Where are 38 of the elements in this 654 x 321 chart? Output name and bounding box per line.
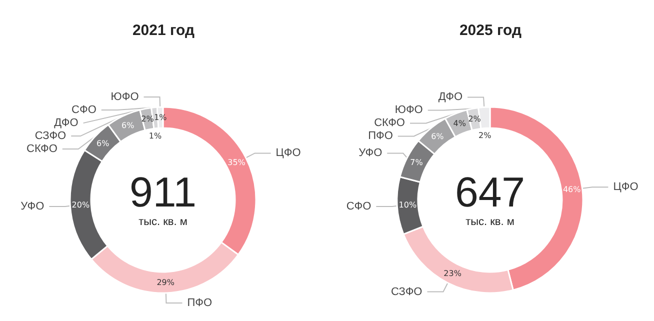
text: тыс. кв. м xyxy=(138,216,188,228)
slice-label: УФО xyxy=(358,147,383,160)
slice-label: ЦФО xyxy=(613,181,639,194)
chart-title: 2021 год xyxy=(132,22,196,39)
chart-title: 2025 год xyxy=(459,22,522,39)
data-label: 23% xyxy=(444,269,462,278)
data-label: 6% xyxy=(122,120,135,130)
data-label: 2% xyxy=(141,114,154,124)
slice-label: СКФО xyxy=(26,143,58,156)
data-label: 1% xyxy=(154,113,168,122)
text: тыс. кв. м xyxy=(466,216,514,228)
data-label: 7% xyxy=(410,158,424,168)
slice-label: ДФО xyxy=(54,117,79,130)
slice-label: УФО xyxy=(20,200,45,212)
data-label: 6% xyxy=(96,139,110,148)
slice-label: СЗФО xyxy=(390,286,423,298)
data-label: 20% xyxy=(72,200,90,210)
slice-label: ДФО xyxy=(438,91,463,104)
slice-label: СКФО xyxy=(374,117,406,130)
data-label: 29% xyxy=(156,278,175,287)
text: 911 xyxy=(130,168,196,216)
slice-label: ЮФО xyxy=(110,91,140,104)
slice-label: СЗФО xyxy=(34,130,67,142)
data-label: 10% xyxy=(398,200,417,210)
slice-label: ЦФО xyxy=(276,147,302,160)
slice-label: ЮФО xyxy=(394,104,424,116)
data-label: 6% xyxy=(431,132,444,141)
slice-label: СФО xyxy=(346,200,372,212)
slice-label: ПФО xyxy=(187,296,213,309)
slice-label: ПФО xyxy=(368,130,394,142)
data-label: 46% xyxy=(562,185,582,194)
data-label: 2% xyxy=(478,131,492,140)
data-label: 1% xyxy=(148,131,162,140)
data-label: 4% xyxy=(453,118,466,128)
text: 647 xyxy=(454,168,526,216)
data-label: 35% xyxy=(228,158,246,168)
slice-label: СФО xyxy=(72,104,97,116)
data-label: 2% xyxy=(468,114,482,124)
